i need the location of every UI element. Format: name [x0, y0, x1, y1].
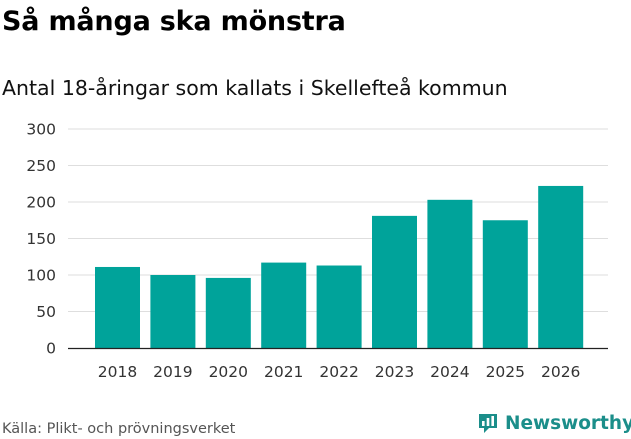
y-tick-label: 100: [26, 267, 56, 285]
y-tick-label: 200: [26, 194, 56, 212]
bar-2026: [538, 185, 584, 348]
chart-title: Så många ska mönstra: [2, 6, 346, 37]
y-tick-label: 50: [36, 303, 56, 321]
bar-2020: [205, 277, 251, 348]
x-tick-label: 2023: [375, 363, 414, 381]
x-axis-ticks: 2018 2019 2020 2021 2022 2023 2024 2025 2026: [98, 363, 581, 381]
bars: [95, 185, 584, 348]
bar-2025: [482, 220, 528, 348]
x-tick-label: 2019: [153, 363, 192, 381]
x-tick-label: 2018: [98, 363, 137, 381]
bar-2021: [261, 262, 307, 348]
x-tick-label: 2020: [209, 363, 248, 381]
chart-subtitle: Antal 18-åringar som kallats i Skellefte…: [2, 76, 508, 100]
x-tick-label: 2025: [486, 363, 525, 381]
brand-name: Newsworthy: [505, 412, 631, 434]
brand-logo: Newsworthy: [477, 408, 631, 438]
x-tick-label: 2024: [430, 363, 469, 381]
bar-2018: [95, 266, 140, 348]
bar-2024: [427, 199, 473, 348]
bar-2019: [150, 275, 196, 348]
y-axis-ticks: 0 50 100 150 200 250 300: [26, 121, 56, 358]
y-tick-label: 150: [26, 230, 56, 248]
source-note: Källa: Plikt- och prövningsverket: [2, 421, 236, 437]
x-tick-label: 2026: [541, 363, 580, 381]
y-tick-label: 250: [26, 157, 56, 175]
x-tick-label: 2022: [319, 363, 358, 381]
y-tick-label: 0: [46, 340, 56, 358]
bar-2022: [316, 265, 362, 348]
bar-2023: [372, 215, 417, 348]
newsworthy-logo-icon: [479, 414, 497, 433]
y-tick-label: 300: [26, 121, 56, 139]
x-tick-label: 2021: [264, 363, 303, 381]
